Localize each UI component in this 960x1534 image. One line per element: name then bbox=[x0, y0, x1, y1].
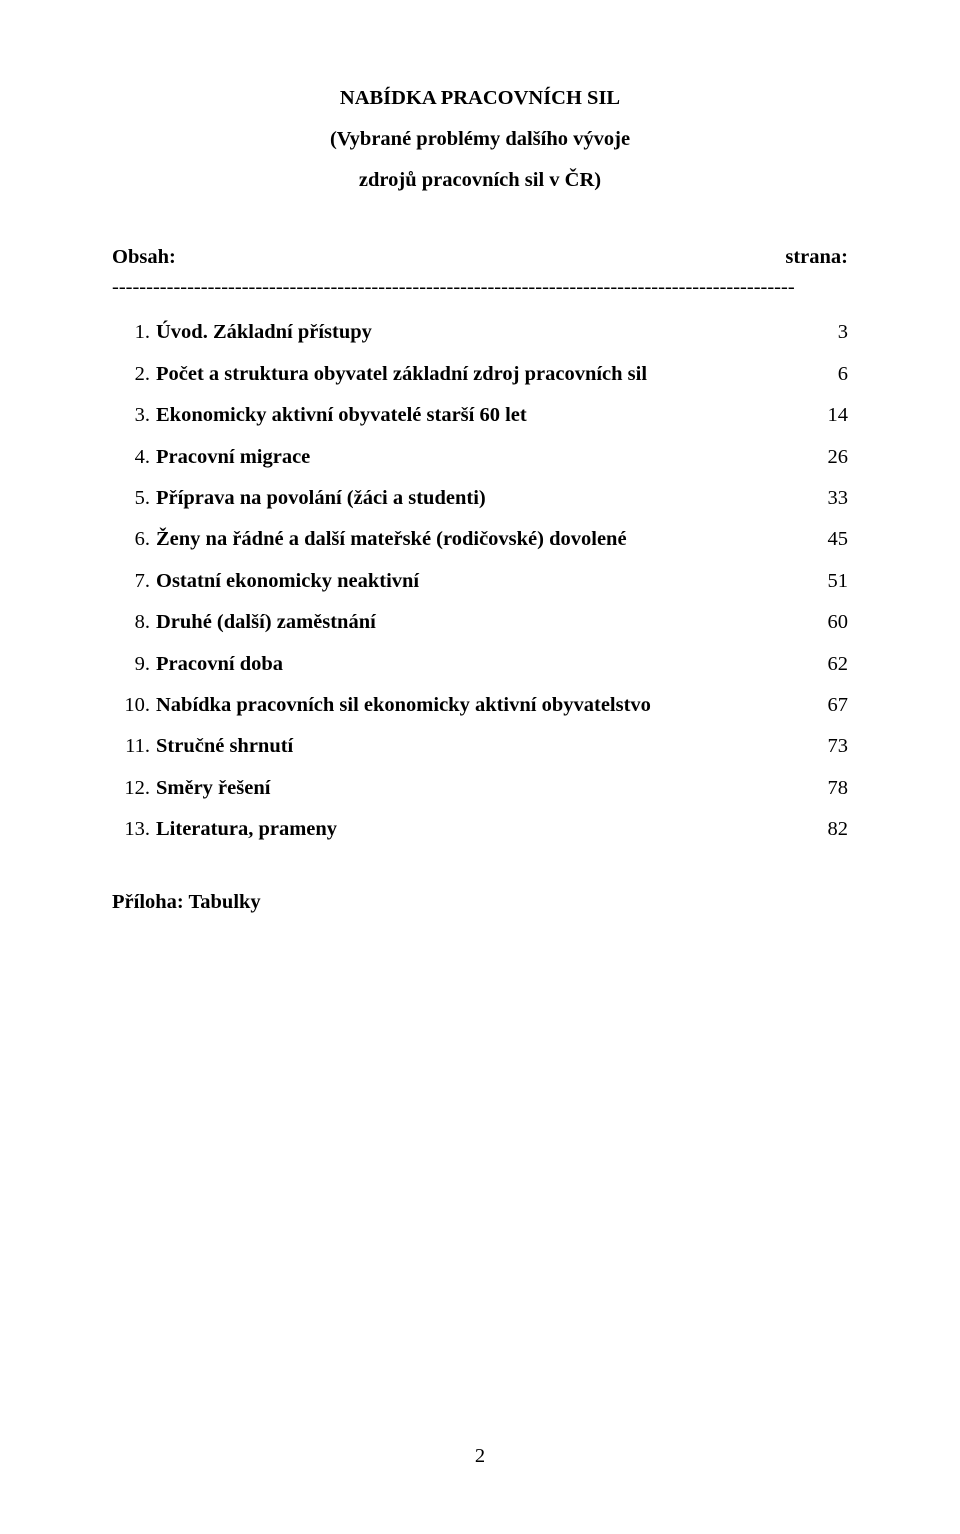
toc-page: 62 bbox=[828, 644, 849, 685]
toc-label: Druhé (další) zaměstnání bbox=[156, 602, 376, 643]
toc-page: 60 bbox=[828, 602, 849, 643]
toc-page: 3 bbox=[838, 312, 848, 353]
toc-row: 7.Ostatní ekonomicky neaktivní 51 bbox=[112, 561, 848, 602]
toc-label: Ženy na řádné a další mateřské (rodičovs… bbox=[156, 519, 627, 560]
toc-row: 4.Pracovní migrace 26 bbox=[112, 437, 848, 478]
toc-page: 67 bbox=[828, 685, 849, 726]
toc-page: 6 bbox=[838, 354, 848, 395]
toc-row: 8.Druhé (další) zaměstnání 60 bbox=[112, 602, 848, 643]
toc-label: Stručné shrnutí bbox=[156, 726, 293, 767]
toc-row: 10.Nabídka pracovních sil ekonomicky akt… bbox=[102, 685, 848, 726]
toc-number: 9. bbox=[112, 644, 156, 685]
toc-number: 6. bbox=[112, 519, 156, 560]
toc-label: Pracovní doba bbox=[156, 644, 283, 685]
toc-label: Úvod. Základní přístupy bbox=[156, 312, 372, 353]
toc-row: 12.Směry řešení 78 bbox=[102, 768, 848, 809]
toc-label: Ostatní ekonomicky neaktivní bbox=[156, 561, 419, 602]
table-of-contents: 1.Úvod. Základní přístupy32.Počet a stru… bbox=[112, 312, 848, 850]
toc-page: 78 bbox=[828, 768, 849, 809]
document-page: NABÍDKA PRACOVNÍCH SIL (Vybrané problémy… bbox=[0, 0, 960, 1534]
appendix-label: Příloha: Tabulky bbox=[112, 891, 848, 914]
toc-page: 33 bbox=[828, 478, 849, 519]
title-line-2: (Vybrané problémy dalšího vývoje bbox=[112, 119, 848, 160]
page-number: 2 bbox=[0, 1445, 960, 1468]
toc-number: 7. bbox=[112, 561, 156, 602]
title-line-1: NABÍDKA PRACOVNÍCH SIL bbox=[112, 78, 848, 119]
toc-page: 51 bbox=[828, 561, 849, 602]
toc-row: 11.Stručné shrnutí 73 bbox=[102, 726, 848, 767]
toc-label: Příprava na povolání (žáci a studenti) bbox=[156, 478, 486, 519]
toc-row: 2.Počet a struktura obyvatel základní zd… bbox=[112, 354, 848, 395]
toc-number: 13. bbox=[102, 809, 156, 850]
toc-label: Směry řešení bbox=[156, 768, 270, 809]
toc-number: 2. bbox=[112, 354, 156, 395]
toc-page: 73 bbox=[828, 726, 849, 767]
body-block: Obsah: strana: -------------------------… bbox=[112, 243, 848, 914]
toc-row: 6.Ženy na řádné a další mateřské (rodičo… bbox=[112, 519, 848, 560]
toc-page: 14 bbox=[828, 395, 849, 436]
toc-row: 5.Příprava na povolání (žáci a studenti)… bbox=[112, 478, 848, 519]
toc-number: 1. bbox=[112, 312, 156, 353]
toc-label: Pracovní migrace bbox=[156, 437, 310, 478]
toc-number: 11. bbox=[102, 726, 156, 767]
contents-label: Obsah: bbox=[112, 243, 176, 272]
divider-dashes: ----------------------------------------… bbox=[112, 274, 848, 301]
toc-page: 45 bbox=[828, 519, 849, 560]
page-column-label: strana: bbox=[785, 243, 848, 272]
toc-number: 3. bbox=[112, 395, 156, 436]
toc-row: 3.Ekonomicky aktivní obyvatelé starší 60… bbox=[112, 395, 848, 436]
toc-label: Nabídka pracovních sil ekonomicky aktivn… bbox=[156, 685, 651, 726]
toc-number: 4. bbox=[112, 437, 156, 478]
toc-page: 26 bbox=[828, 437, 849, 478]
toc-number: 5. bbox=[112, 478, 156, 519]
toc-number: 10. bbox=[102, 685, 156, 726]
contents-header-row: Obsah: strana: bbox=[112, 243, 848, 272]
toc-page: 82 bbox=[828, 809, 849, 850]
toc-label: Počet a struktura obyvatel základní zdro… bbox=[156, 354, 647, 395]
toc-row: 1.Úvod. Základní přístupy 3 bbox=[112, 312, 848, 353]
title-block: NABÍDKA PRACOVNÍCH SIL (Vybrané problémy… bbox=[112, 78, 848, 201]
toc-label: Ekonomicky aktivní obyvatelé starší 60 l… bbox=[156, 395, 527, 436]
toc-row: 13.Literatura, prameny 82 bbox=[102, 809, 848, 850]
toc-number: 8. bbox=[112, 602, 156, 643]
toc-label: Literatura, prameny bbox=[156, 809, 337, 850]
title-line-3: zdrojů pracovních sil v ČR) bbox=[112, 160, 848, 201]
toc-row: 9.Pracovní doba 62 bbox=[112, 644, 848, 685]
toc-number: 12. bbox=[102, 768, 156, 809]
